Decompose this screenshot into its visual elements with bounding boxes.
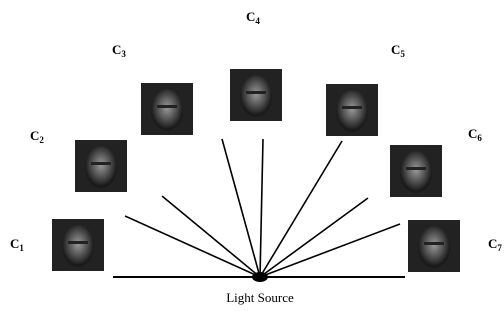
source-label: Light Source <box>226 290 294 305</box>
face-eyes <box>406 167 426 170</box>
node-label: C1 <box>10 236 24 253</box>
light-rays <box>125 139 400 277</box>
node-letter: C <box>488 236 497 251</box>
node-label: C2 <box>30 128 44 145</box>
face-eyes <box>68 241 88 244</box>
node-label: C3 <box>112 42 126 59</box>
face-eyes <box>157 105 177 108</box>
light-source <box>252 272 268 282</box>
node-index: 6 <box>477 133 482 143</box>
face-shape <box>151 89 183 131</box>
node-letter: C <box>10 236 19 251</box>
face-eyes <box>424 242 444 245</box>
face-eyes <box>342 106 362 109</box>
node-letter: C <box>468 126 477 141</box>
face-shape <box>85 146 117 188</box>
node-label: C6 <box>468 126 482 143</box>
node-index: 3 <box>121 49 126 59</box>
face-shape <box>418 226 450 268</box>
node-label: C4 <box>246 9 260 26</box>
face-eyes <box>246 91 266 94</box>
face-shape <box>400 151 432 193</box>
face-eyes <box>91 162 111 165</box>
node-label: C7 <box>488 236 502 253</box>
node-index: 7 <box>497 243 502 253</box>
node-index: 2 <box>39 135 44 145</box>
node-letter: C <box>391 42 400 57</box>
node-label: C5 <box>391 42 405 59</box>
face-shape <box>62 225 94 267</box>
face-shape <box>240 75 272 117</box>
node-letter: C <box>30 128 39 143</box>
node-index: 5 <box>400 49 405 59</box>
node-letter: C <box>246 9 255 24</box>
node-letter: C <box>112 42 121 57</box>
diagram: Light Source C1C2C3C4C5C6C7 <box>0 0 504 311</box>
node-index: 1 <box>19 243 24 253</box>
face-shape <box>336 90 368 132</box>
node-index: 4 <box>255 16 260 26</box>
